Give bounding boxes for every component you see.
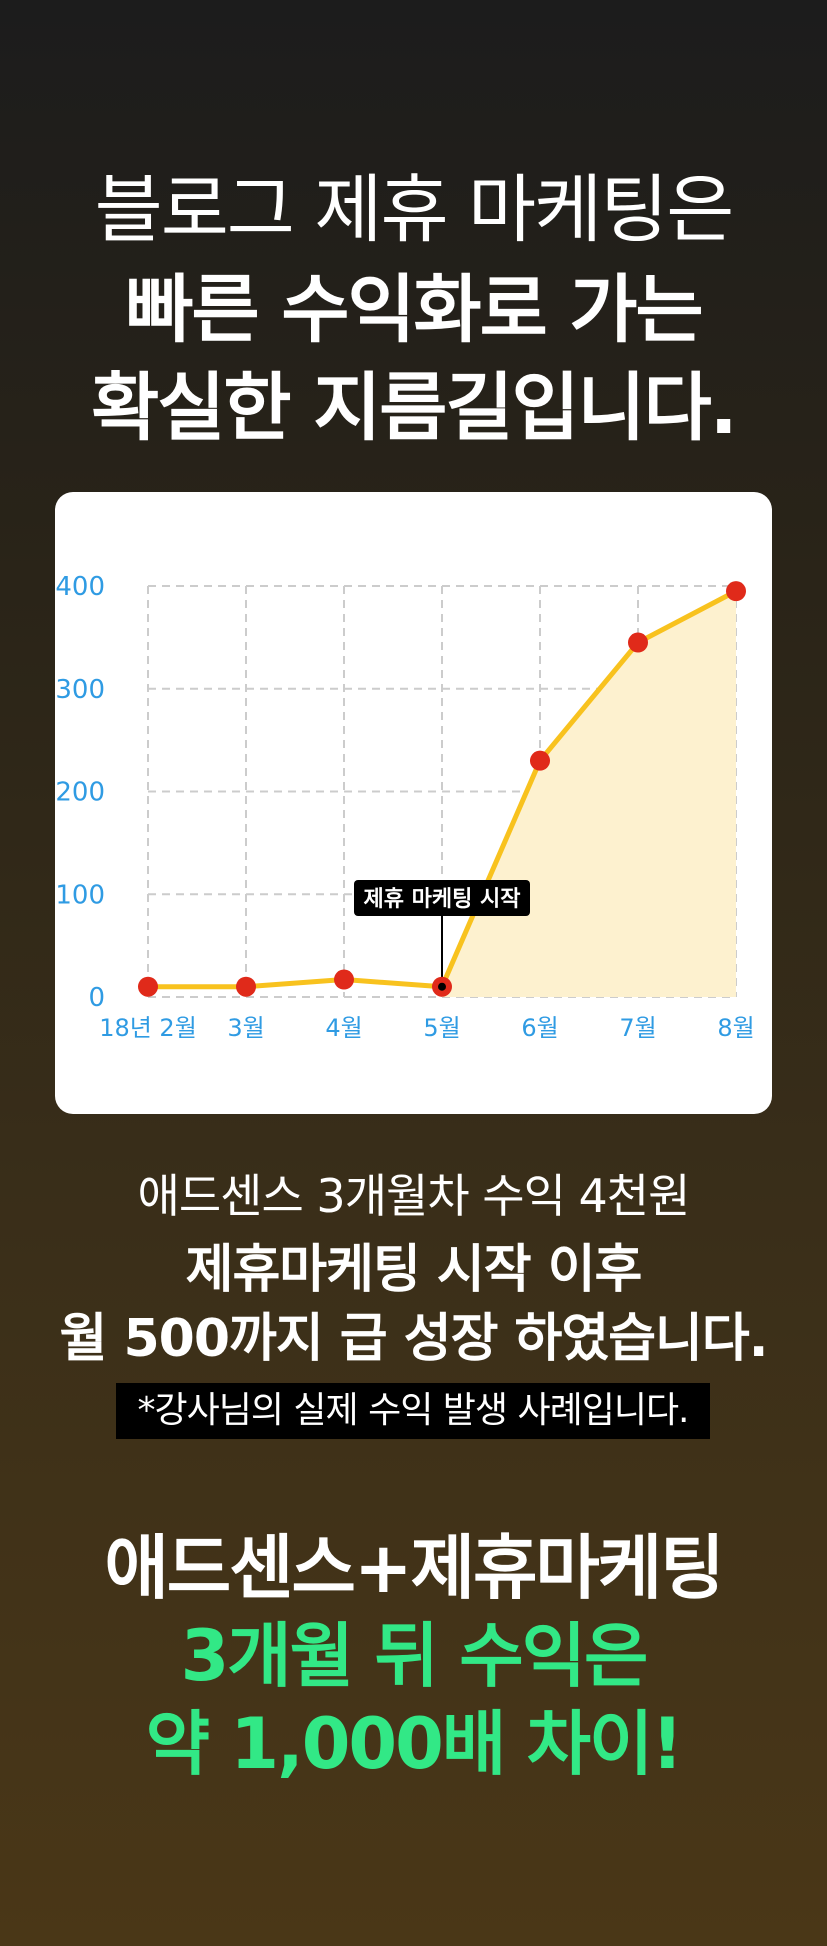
y-tick-label: 0 [88, 983, 105, 1013]
y-tick-label: 100 [55, 880, 105, 910]
x-tick-label: 8월 [717, 1014, 754, 1042]
summary-line-3: 월 500까지 급 성장 하였습니다. [59, 1309, 769, 1369]
headline-line-1: 블로그 제휴 마케팅은 [94, 167, 735, 253]
y-tick-label: 400 [55, 572, 105, 602]
bottom-line-3: 약 1,000배 차이! [145, 1703, 684, 1785]
data-point [236, 976, 256, 997]
bottom-line-1: 애드센스+제휴마케팅 [104, 1527, 724, 1609]
chart-card: 0 100 200 300 400 18년 2월 3월 4월 5월 6월 7월 8월 제휴 마케팅 시작 [55, 492, 772, 1114]
annotation-label: 제휴 마케팅 시작 [364, 887, 521, 912]
headline-line-2: 빠른 수익화로 가는 [125, 267, 703, 353]
disclaimer-note: *강사님의 실제 수익 발생 사례입니다. [116, 1383, 710, 1439]
x-tick-label: 4월 [325, 1014, 362, 1042]
data-point-marker [438, 982, 446, 991]
data-point [726, 581, 746, 602]
y-tick-label: 300 [55, 675, 105, 705]
data-point [138, 976, 158, 997]
x-tick-label: 18년 2월 [99, 1014, 197, 1042]
x-tick-label: 7월 [619, 1014, 656, 1042]
x-tick-label: 3월 [227, 1014, 264, 1042]
x-tick-label: 5월 [423, 1014, 460, 1042]
data-point [628, 632, 648, 653]
annotation-box [354, 880, 530, 916]
data-point [334, 969, 354, 990]
headline-line-3: 확실한 지름길입니다. [91, 365, 738, 451]
summary-line-2: 제휴마케팅 시작 이후 [185, 1240, 643, 1300]
area-fill [442, 591, 736, 997]
data-point [530, 750, 550, 771]
summary-line-1: 애드센스 3개월차 수익 4천원 [137, 1169, 691, 1223]
x-tick-label: 6월 [521, 1014, 558, 1042]
revenue-line-chart: 0 100 200 300 400 18년 2월 3월 4월 5월 6월 7월 8월 제휴 마케팅 시작 [55, 572, 754, 1042]
y-tick-label: 200 [55, 778, 105, 808]
bottom-line-2: 3개월 뒤 수익은 [180, 1615, 649, 1697]
